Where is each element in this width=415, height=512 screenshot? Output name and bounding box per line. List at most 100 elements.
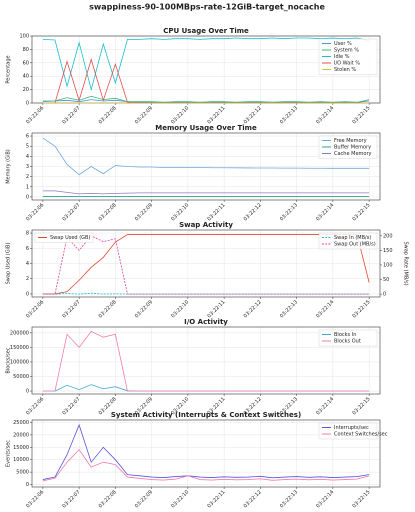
x-tick-label: 03:22:08 — [98, 299, 118, 319]
legend-label: Buffer Memory — [334, 145, 371, 151]
x-tick-label: 03:22:12 — [243, 489, 263, 509]
y-tick-label: 20 — [23, 87, 29, 93]
y2-tick-label: 0 — [383, 292, 386, 298]
y-tick-label: 20000 — [13, 432, 29, 438]
y-axis-label: Memory (GiB) — [6, 149, 12, 184]
y-axis-label: Percentage — [6, 55, 12, 83]
x-tick-label: 03:22:06 — [25, 489, 45, 509]
chart-title: Memory Usage Over Time — [155, 124, 257, 132]
x-tick-label: 03:22:09 — [134, 202, 154, 222]
y-tick-label: 10000 — [13, 457, 29, 463]
plot-frame — [31, 132, 381, 201]
series-line — [42, 384, 370, 392]
series-line — [42, 330, 370, 392]
x-tick-label: 03:22:10 — [170, 299, 190, 319]
y-tick-label: 6 — [26, 134, 29, 140]
legend: User %System %Idle %I/O Wait %Stolen % — [318, 38, 378, 75]
series-line — [42, 423, 370, 480]
y-tick-label: 6 — [26, 246, 29, 252]
x-tick-label: 03:22:15 — [351, 105, 371, 125]
y-tick-label: 5000 — [16, 470, 29, 476]
plot-frame — [31, 419, 381, 488]
y-tick-label: 4 — [26, 261, 29, 267]
x-tick-label: 03:22:15 — [351, 489, 371, 509]
series-line — [42, 449, 370, 482]
y-tick-label: 25000 — [13, 420, 29, 426]
y2-axis-label: Swap Rate (MB/s) — [403, 241, 409, 285]
legend-box — [318, 135, 378, 159]
chart-title: I/O Activity — [184, 318, 228, 326]
x-tick-label: 03:22:14 — [315, 299, 335, 319]
x-tick-label: 03:22:11 — [206, 299, 226, 319]
legend-label: Interrupts/sec — [334, 425, 369, 431]
y-tick-label: 60 — [23, 60, 29, 66]
series-line — [42, 37, 370, 92]
figure-title: swappiness-90-100MBps-rate-12GiB-target_… — [89, 3, 325, 12]
x-tick-label: 03:22:09 — [134, 489, 154, 509]
x-tick-label: 03:22:14 — [315, 202, 335, 222]
legend-label: Swap Used (GB) — [50, 235, 90, 241]
legend: Swap Used (GB) — [34, 232, 94, 243]
x-tick-label: 03:22:12 — [243, 299, 263, 319]
x-tick-label: 03:22:13 — [279, 202, 299, 222]
x-tick-label: 03:22:07 — [61, 202, 81, 222]
x-tick-label: 03:22:11 — [206, 202, 226, 222]
y-tick-label: 2 — [26, 276, 29, 282]
x-tick-label: 03:22:06 — [25, 299, 45, 319]
legend-label: Idle % — [334, 54, 350, 60]
y-tick-label: 100 — [19, 34, 29, 40]
y-tick-label: 3 — [26, 164, 29, 170]
y-tick-label: 0 — [26, 101, 29, 107]
chart-panel: Swap Activity 03:22:06 03:22:07 03:22:08 03:… — [6, 221, 409, 319]
legend-label: Free Memory — [334, 138, 367, 144]
legend-label: Blocks In — [334, 332, 356, 338]
chart-title: System Activity (Interrupts & Context Sw… — [111, 411, 301, 419]
y-tick-label: 5 — [26, 144, 29, 150]
y2-tick-label: 200 — [383, 233, 393, 239]
y2-tick-label: 50 — [383, 277, 389, 283]
x-tick-label: 03:22:10 — [170, 202, 190, 222]
series-line — [42, 235, 370, 295]
legend-label: Blocks Out — [334, 339, 361, 345]
series-line — [42, 292, 370, 295]
x-tick-label: 03:22:13 — [279, 489, 299, 509]
x-tick-label: 03:22:07 — [61, 299, 81, 319]
x-tick-label: 03:22:15 — [351, 396, 371, 416]
x-tick-label: 03:22:08 — [98, 489, 118, 509]
legend-label: Context Switches/sec — [334, 432, 388, 438]
x-tick-label: 03:22:13 — [279, 105, 299, 125]
x-tick-label: 03:22:09 — [134, 105, 154, 125]
y-tick-label: 0 — [26, 194, 29, 200]
x-tick-label: 03:22:09 — [134, 299, 154, 319]
legend-box — [318, 422, 378, 440]
legend-box — [34, 232, 94, 243]
y-tick-label: 2 — [26, 174, 29, 180]
plot-frame — [31, 229, 381, 298]
x-tick-label: 03:22:14 — [315, 105, 335, 125]
legend-label: System % — [334, 48, 359, 54]
legend-box — [318, 232, 378, 250]
x-tick-label: 03:22:12 — [243, 202, 263, 222]
y2-tick-label: 100 — [383, 262, 393, 268]
series-line — [42, 234, 370, 295]
y-tick-label: 8 — [26, 231, 29, 237]
y-tick-label: 1 — [26, 184, 29, 190]
x-tick-label: 03:22:14 — [315, 396, 335, 416]
x-tick-label: 03:22:08 — [98, 202, 118, 222]
y-tick-label: 150000 — [10, 345, 29, 351]
y-tick-label: 80 — [23, 47, 29, 53]
legend-label: Swap In (MB/s) — [334, 235, 371, 241]
y-tick-label: 15000 — [13, 445, 29, 451]
legend-label: I/O Wait % — [334, 61, 360, 67]
y-tick-label: 0 — [26, 482, 29, 488]
x-tick-label: 03:22:11 — [206, 489, 226, 509]
x-tick-label: 03:22:10 — [170, 105, 190, 125]
series-line — [42, 95, 370, 103]
y-axis-label: Events/sec — [6, 440, 12, 467]
y-axis-label: Blocks/sec — [6, 347, 12, 373]
y-tick-label: 50000 — [13, 374, 29, 380]
series-line — [42, 137, 370, 176]
